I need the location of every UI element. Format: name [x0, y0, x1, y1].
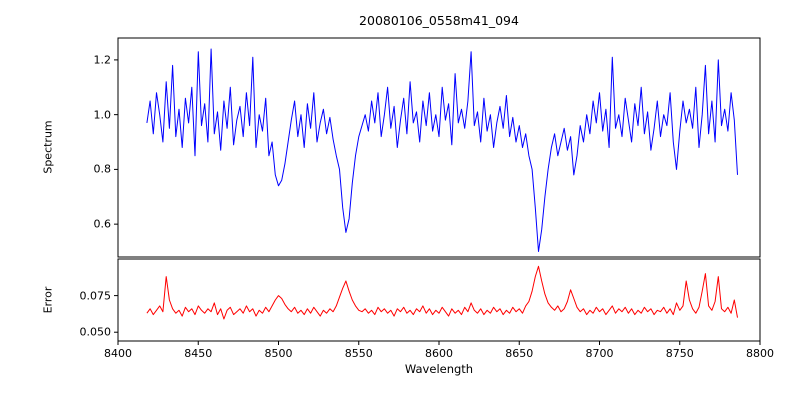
error-panel-frame: [117, 258, 761, 342]
x-tick-label: 8500: [264, 347, 293, 360]
wavelength-axis-label: Wavelength: [404, 362, 474, 376]
x-tick-label: 8450: [184, 347, 213, 360]
y-tick-label: 1.2: [93, 53, 112, 67]
x-tick-label: 8750: [665, 347, 694, 360]
x-tick-label: 8600: [425, 347, 453, 360]
y-tick-label: 0.8: [93, 162, 112, 176]
y-tick-label: 0.050: [79, 325, 112, 339]
chart-title: 20080106_0558m41_094: [359, 13, 519, 28]
x-tick-label: 8550: [344, 347, 373, 360]
x-tick-label: 8650: [505, 347, 534, 360]
y-tick-label: 0.6: [93, 217, 112, 231]
x-tick-label: 8700: [585, 347, 614, 360]
y-tick-label: 1.0: [93, 108, 112, 122]
spectrum-panel-frame: [117, 37, 761, 258]
x-tick-label: 8400: [104, 347, 132, 360]
error-axis-label: Error: [41, 286, 55, 314]
x-tick-label: 8800: [746, 347, 774, 360]
error-line: [146, 265, 738, 320]
spectrum-axis-label: Spectrum: [41, 120, 55, 174]
spectrum-line: [146, 48, 738, 252]
y-tick-label: 0.075: [79, 289, 112, 303]
